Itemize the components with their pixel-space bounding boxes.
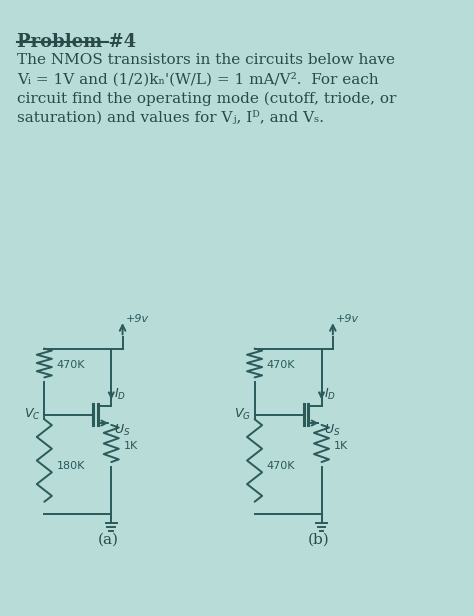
Text: (b): (b) xyxy=(308,533,329,547)
Text: $V_C$: $V_C$ xyxy=(24,407,41,422)
Text: circuit find the operating mode (cutoff, triode, or: circuit find the operating mode (cutoff,… xyxy=(17,91,396,105)
Text: 470K: 470K xyxy=(267,360,295,370)
Text: $I_D$: $I_D$ xyxy=(324,387,337,402)
Text: The NMOS transistors in the circuits below have: The NMOS transistors in the circuits bel… xyxy=(17,54,395,67)
Text: $U_S$: $U_S$ xyxy=(324,423,341,438)
Text: +9v: +9v xyxy=(126,314,148,324)
Text: 470K: 470K xyxy=(56,360,85,370)
Text: 1K: 1K xyxy=(334,441,348,451)
Text: $I_D$: $I_D$ xyxy=(114,387,126,402)
Text: $U_S$: $U_S$ xyxy=(114,423,130,438)
Text: $V_G$: $V_G$ xyxy=(234,407,251,422)
Text: Problem #4: Problem #4 xyxy=(17,33,136,51)
Text: +9v: +9v xyxy=(336,314,359,324)
Text: (a): (a) xyxy=(98,533,119,547)
Text: saturation) and values for Vⱼ, Iᴰ, and Vₛ.: saturation) and values for Vⱼ, Iᴰ, and V… xyxy=(17,110,324,124)
Text: 1K: 1K xyxy=(124,441,138,451)
Text: 180K: 180K xyxy=(56,461,85,471)
Text: 470K: 470K xyxy=(267,461,295,471)
Text: Vᵢ = 1V and (1/2)kₙ'(W/L) = 1 mA/V².  For each: Vᵢ = 1V and (1/2)kₙ'(W/L) = 1 mA/V². For… xyxy=(17,72,379,87)
